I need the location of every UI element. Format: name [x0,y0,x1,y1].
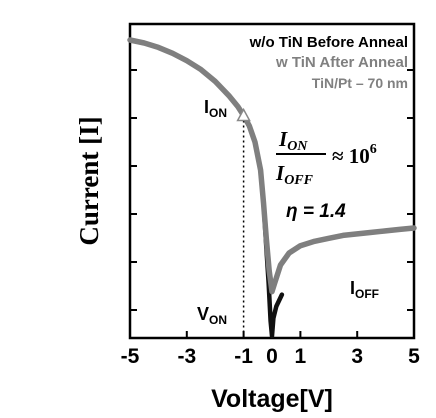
x-tick-label-4: 1 [295,345,307,368]
ioff-label: IOFF [350,278,379,301]
y-ticks [130,69,414,311]
series-line-0 [127,37,285,339]
x-tick-label-1: -3 [177,345,196,368]
x-tick-label-2: -1 [234,345,253,368]
x-tick-label-6: 5 [408,345,420,368]
x-tick-label-3: 0 [266,345,278,368]
ratio-denominator: IOFF [275,161,314,188]
ion-label: ION [204,97,227,120]
legend-entry-1: w/o TiN Before Anneal [249,34,408,51]
x-axis-label: Voltage[V] [211,385,333,413]
von-label: VON [197,304,227,327]
x-tick-labels: -5 -3 -1 0 1 3 5 [121,345,421,368]
ratio-numerator: ION [278,127,308,154]
x-tick-label-0: -5 [121,345,140,368]
legend: w/o TiN Before Anneal w TiN After Anneal… [249,34,408,91]
series-line-1 [127,37,417,295]
legend-entry-2: w TiN After Anneal [275,54,408,71]
legend-entry-3: TiN/Pt – 70 nm [312,75,408,91]
ion-marker-triangle [236,107,251,122]
y-axis-label: Current [I] [74,116,104,245]
eta-label: η = 1.4 [286,201,346,222]
ratio-value: ≈ 106 [332,142,377,168]
series-layer [127,37,417,339]
ratio-annotation: ION IOFF [275,127,326,188]
x-tick-label-5: 3 [351,345,363,368]
